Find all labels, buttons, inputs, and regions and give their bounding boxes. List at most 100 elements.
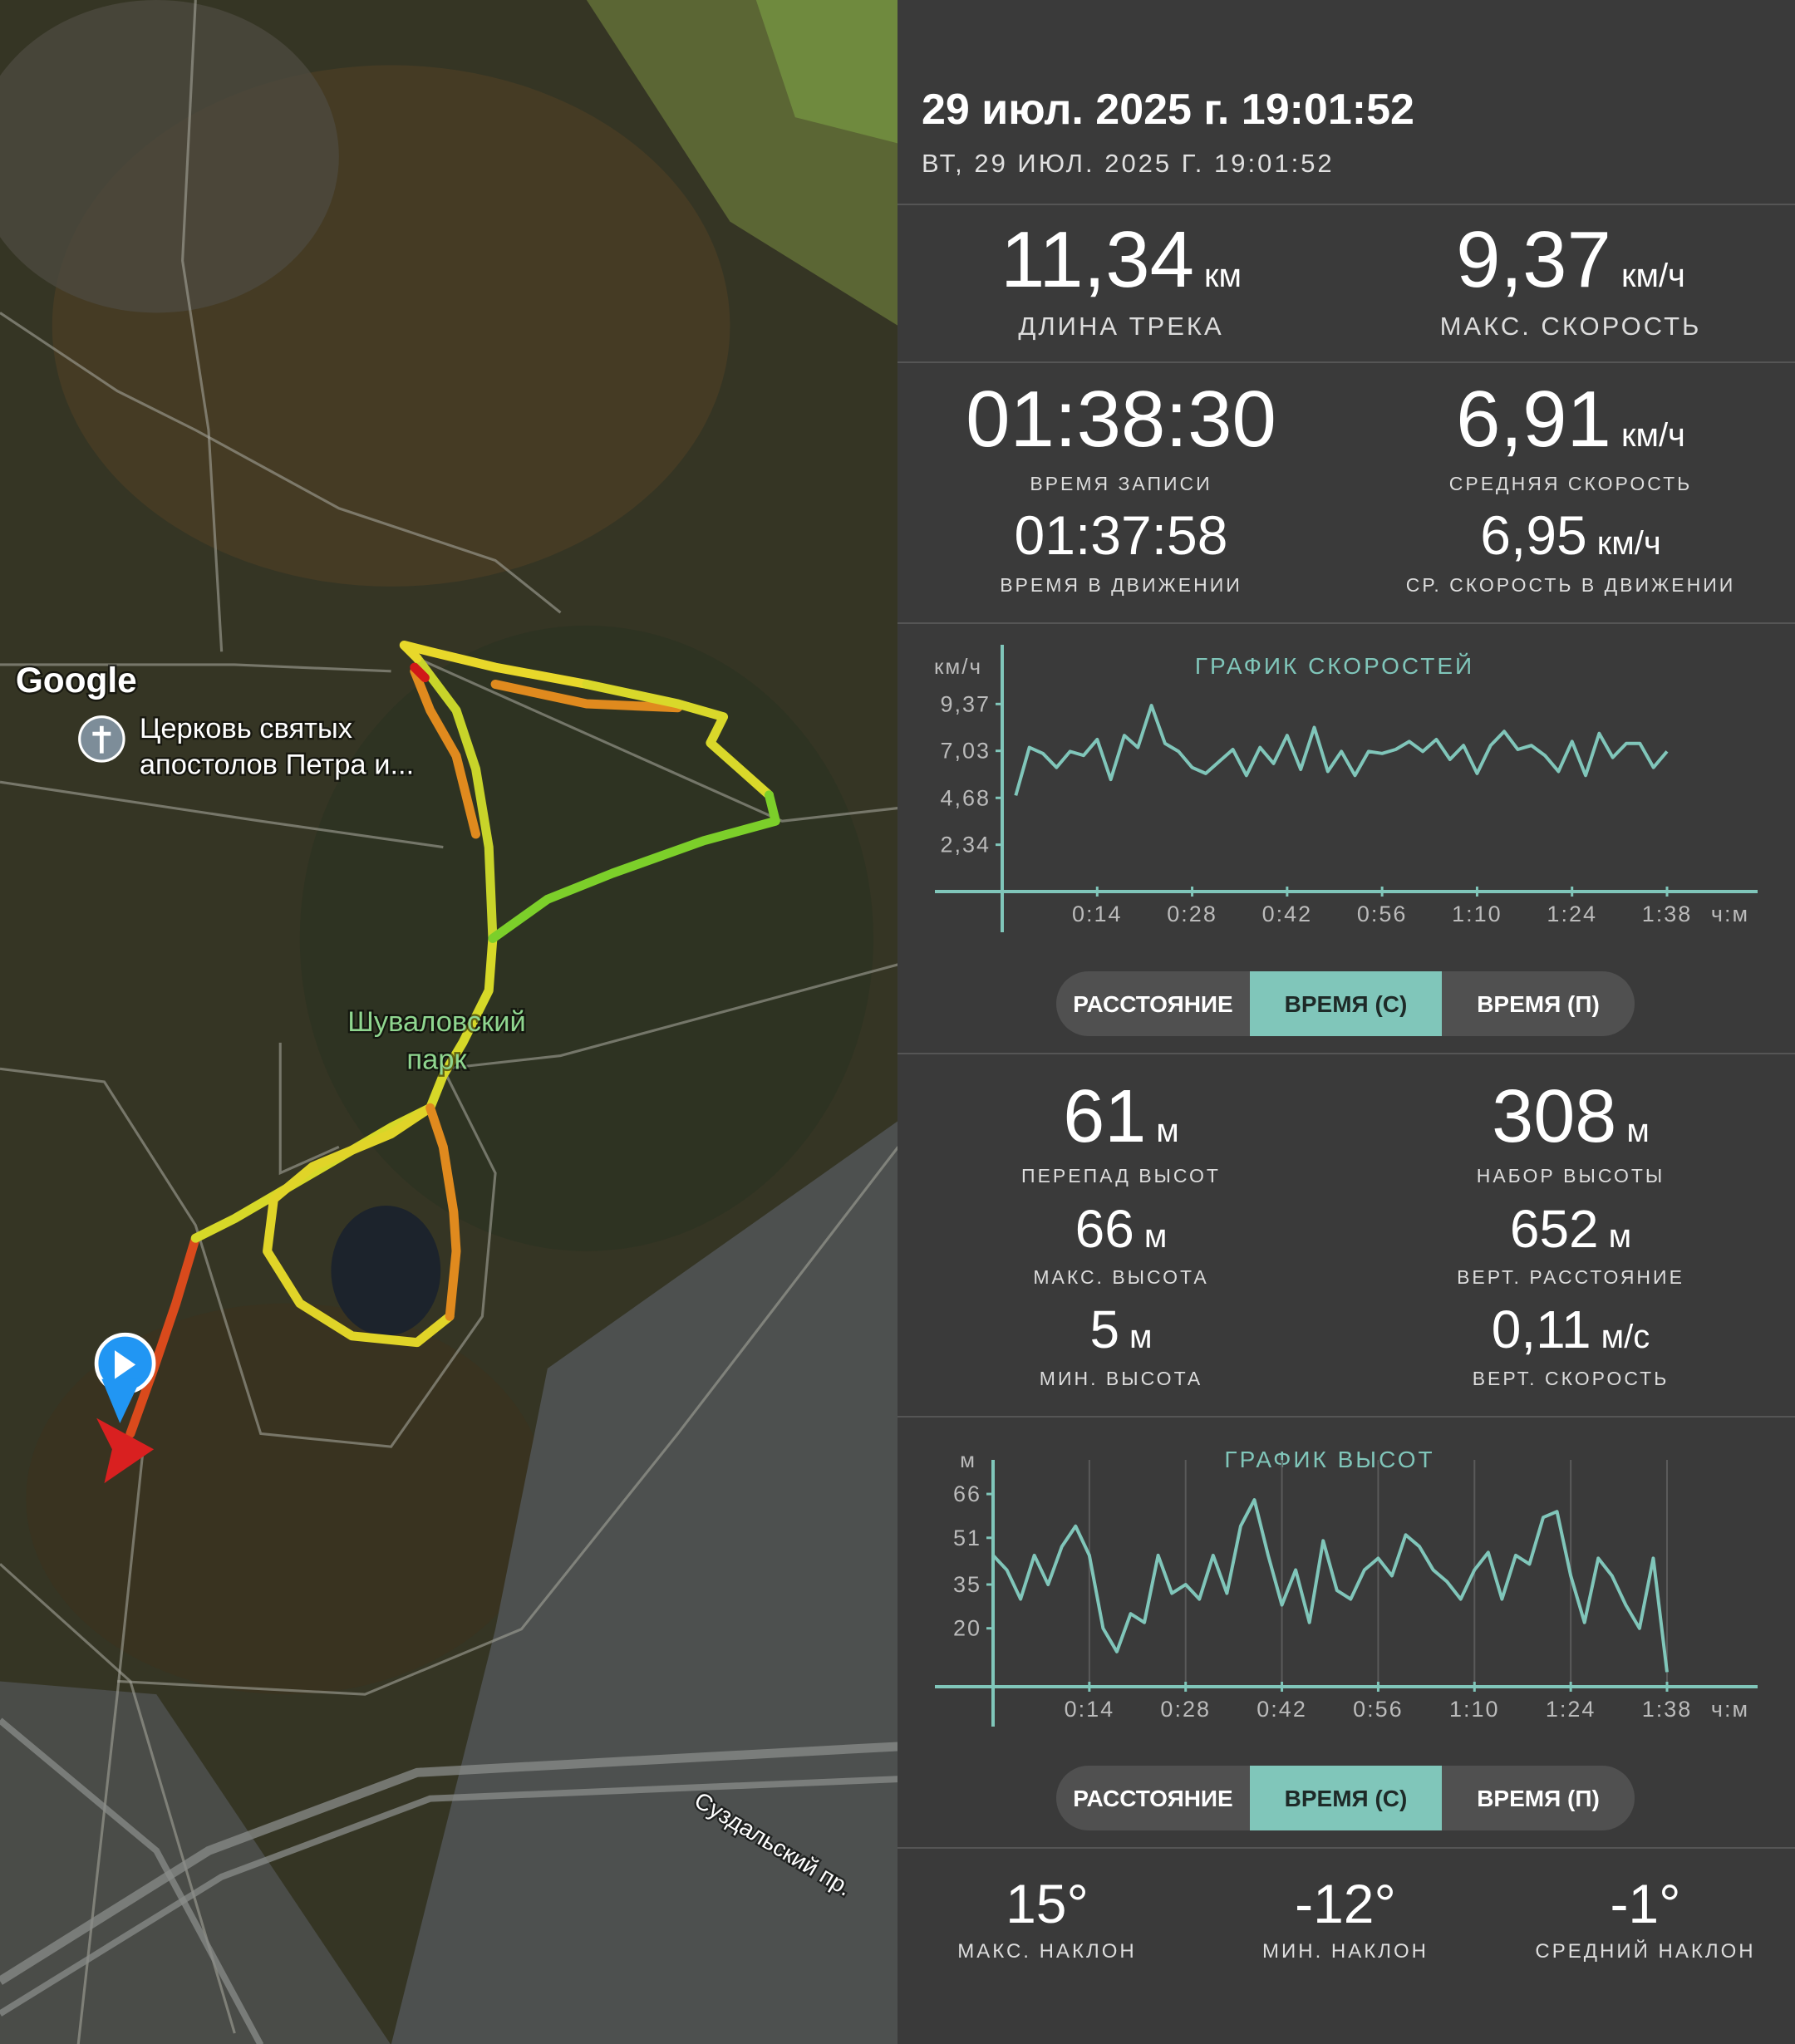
x-unit: ч:м — [1711, 1697, 1749, 1722]
stat-value: 0,11 м/с — [1492, 1300, 1650, 1359]
track-segment — [425, 1103, 461, 1321]
track-segment — [410, 666, 481, 839]
tab-bar[interactable]: РАССТОЯНИЕ ВРЕМЯ (С) ВРЕМЯ (П) — [1056, 971, 1635, 1036]
x-tick-label: 1:24 — [1546, 1697, 1596, 1722]
x-tick-label: 1:24 — [1547, 902, 1597, 926]
track-segment — [582, 680, 774, 800]
poi-label[interactable]: Церковь святых — [137, 710, 354, 746]
tab-label[interactable]: ВРЕМЯ (С) — [1285, 991, 1408, 1017]
stat-unit: км — [1204, 258, 1242, 294]
road — [0, 780, 444, 849]
stat-number: 66 — [1075, 1199, 1134, 1259]
stat-unit: м — [1129, 1319, 1153, 1355]
y-tick-label: 7,03 — [940, 739, 991, 764]
start-marker[interactable] — [94, 1332, 156, 1423]
stat-value: 11,34 км — [1001, 215, 1242, 304]
road — [278, 1042, 340, 1176]
stat-number: 0,11 — [1492, 1300, 1591, 1359]
track-segment — [490, 680, 683, 713]
x-tick-label: 1:38 — [1642, 1697, 1693, 1722]
stat-number: 6,91 — [1456, 375, 1611, 464]
track-segment — [125, 1233, 200, 1438]
track-segment — [263, 1103, 455, 1348]
lake — [331, 1205, 441, 1336]
x-tick-label: 1:10 — [1452, 902, 1502, 926]
stat-number: 308 — [1492, 1075, 1616, 1158]
map-layer: Google Церковь святых апостолов Петра и.… — [0, 0, 898, 2044]
track-segment — [488, 790, 780, 943]
stat-number: 9,37 — [1456, 215, 1611, 304]
x-tick-label: 0:28 — [1167, 902, 1217, 926]
tab-label[interactable]: ВРЕМЯ (П) — [1477, 1786, 1600, 1811]
y-tick-label: 35 — [953, 1572, 981, 1597]
stat-label: ДЛИНА ТРЕКА — [1018, 312, 1223, 341]
slope-value: -12° — [1295, 1873, 1396, 1934]
stat-value: 01:38:30 — [966, 375, 1276, 464]
stat-value: 01:37:58 — [1015, 504, 1228, 566]
x-tick-label: 0:42 — [1256, 1697, 1307, 1722]
stat-number: 11,34 — [1001, 215, 1194, 304]
road — [0, 1742, 898, 1985]
map-logo: Google — [16, 661, 137, 700]
road — [0, 963, 898, 1448]
stat-value: 66 м — [1075, 1199, 1168, 1259]
track-title: 29 июл. 2025 г. 19:01:52 — [922, 86, 1414, 134]
stat-label: МИН. ВЫСОТА — [1040, 1368, 1202, 1389]
x-tick-label: 0:56 — [1353, 1697, 1404, 1722]
stat-label: МАКС. СКОРОСТЬ — [1440, 312, 1702, 341]
tab-label[interactable]: РАССТОЯНИЕ — [1073, 1786, 1232, 1811]
stat-label: СРЕДНЯЯ СКОРОСТЬ — [1449, 473, 1692, 494]
stat-label: ПЕРЕПАД ВЫСОТ — [1021, 1165, 1221, 1187]
road — [0, 312, 562, 614]
stat-number: 5 — [1089, 1300, 1119, 1359]
tab-label[interactable]: ВРЕМЯ (С) — [1285, 1786, 1408, 1811]
tab-bar[interactable]: РАССТОЯНИЕ ВРЕМЯ (С) ВРЕМЯ (П) — [1056, 1766, 1635, 1830]
end-marker[interactable] — [96, 1418, 155, 1484]
stat-number: 01:37:58 — [1015, 504, 1228, 566]
road — [0, 1776, 898, 2017]
stat-label: ВЕРТ. РАССТОЯНИЕ — [1457, 1266, 1684, 1288]
stat-value: 61 м — [1063, 1075, 1179, 1158]
stat-unit: км/ч — [1597, 525, 1661, 562]
road — [416, 656, 898, 823]
urban-area — [391, 1121, 898, 2044]
stat-unit: м — [1609, 1218, 1632, 1255]
slope-value: -1° — [1610, 1873, 1680, 1934]
stat-label: НАБОР ВЫСОТЫ — [1477, 1165, 1665, 1187]
x-unit: ч:м — [1711, 902, 1749, 926]
stat-label: ВРЕМЯ В ДВИЖЕНИИ — [1000, 574, 1242, 596]
tab-label[interactable]: ВРЕМЯ (П) — [1477, 991, 1600, 1017]
stat-value: 6,91 км/ч — [1456, 375, 1685, 464]
y-tick-label: 66 — [953, 1481, 981, 1506]
road — [117, 1146, 898, 1696]
tab-active — [1250, 1766, 1442, 1830]
tab-label[interactable]: РАССТОЯНИЕ — [1073, 991, 1232, 1017]
y-tick-label: 9,37 — [940, 691, 991, 716]
stat-unit: м — [1626, 1113, 1650, 1149]
stat-label: МАКС. ВЫСОТА — [1033, 1266, 1208, 1288]
forest — [299, 625, 873, 1251]
data-line — [1014, 703, 1669, 796]
stat-number: 61 — [1063, 1075, 1146, 1158]
x-tick-label: 1:10 — [1449, 1697, 1500, 1722]
highway — [0, 1717, 898, 2044]
chart-title: ГРАФИК СКОРОСТЕЙ — [1195, 653, 1474, 679]
y-unit: км/ч — [934, 654, 982, 679]
x-tick-label: 0:56 — [1357, 902, 1408, 926]
park-label: парк — [406, 1044, 467, 1075]
track-segment — [399, 640, 592, 690]
map[interactable]: Google Церковь святых апостолов Петра и.… — [0, 0, 898, 2044]
tab-active — [1250, 971, 1442, 1036]
stat-number: 652 — [1510, 1199, 1599, 1259]
poi-label[interactable]: апостолов Петра и... — [137, 747, 416, 783]
stats-panel: 29 июл. 2025 г. 19:01:52 ВТ, 29 ИЮЛ. 202… — [898, 0, 1795, 2044]
stat-unit: км/ч — [1621, 258, 1685, 294]
stat-unit: км/ч — [1621, 417, 1685, 454]
stat-label: ВЕРТ. СКОРОСТЬ — [1473, 1368, 1670, 1389]
y-tick-label: 4,68 — [940, 785, 991, 810]
stat-number: 01:38:30 — [966, 375, 1276, 464]
y-unit: м — [960, 1447, 976, 1472]
track-segment — [412, 653, 498, 943]
